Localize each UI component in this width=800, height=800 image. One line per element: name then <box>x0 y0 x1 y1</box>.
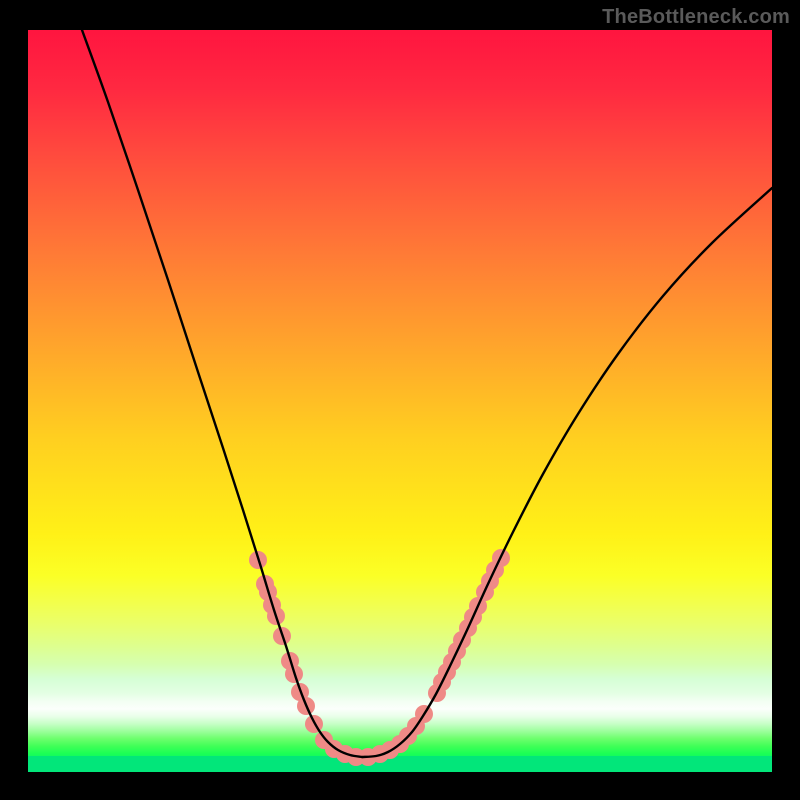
curve-right-branch <box>362 188 772 757</box>
plot-area <box>28 30 772 772</box>
v-curve-svg <box>28 30 772 772</box>
curve-left-branch <box>82 30 362 757</box>
marker-group <box>249 549 510 766</box>
watermark-text: TheBottleneck.com <box>602 6 790 29</box>
